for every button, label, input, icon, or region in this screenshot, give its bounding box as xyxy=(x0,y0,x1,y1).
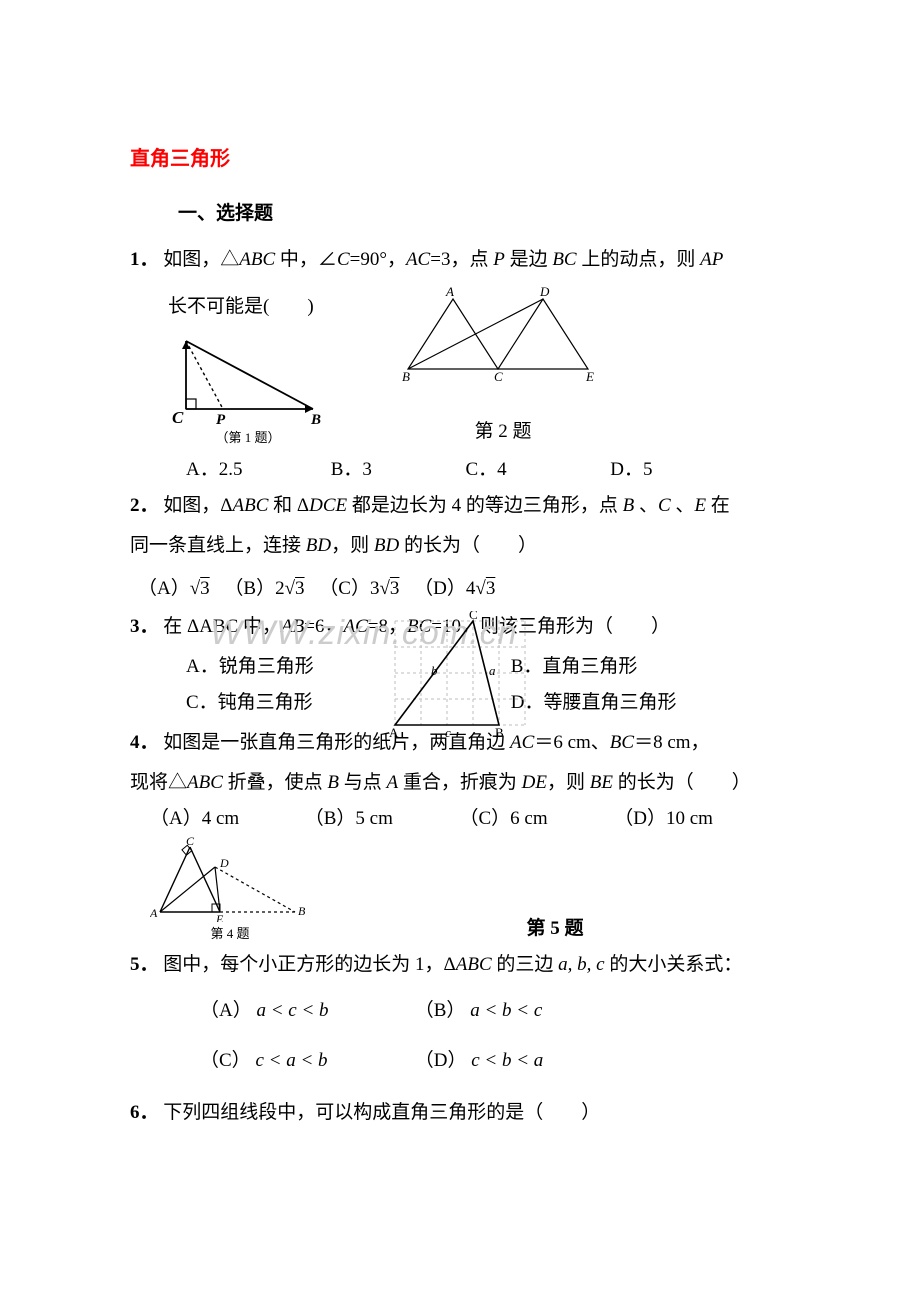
q3-block: WWW.zixin.com.cn 3． 在 ΔABC 中，AB=6，AC=8，B… xyxy=(130,609,800,721)
q5-optD: c < b < a xyxy=(471,1050,543,1071)
question-5: 5． 图中，每个小正方形的边长为 1，ΔABC 的三边 a, b, c 的大小关… xyxy=(130,947,800,983)
q2-optC: （C）3√3 xyxy=(319,578,399,599)
q2-optA: （A）√3 xyxy=(138,578,210,599)
question-2: 2． 如图，ΔABC 和 ΔDCE 都是边长为 4 的等边三角形，点 B 、C … xyxy=(130,488,800,524)
q2-options: （A）√3 （B）2√3 （C）3√3 （D）4√3 xyxy=(138,571,800,607)
q5-opts-row2: （C） c < a < b （D） c < b < a xyxy=(200,1043,800,1079)
question-1: 1． 如图，△ABC 中，∠C=90°，AC=3，点 P 是边 BC 上的动点，… xyxy=(130,242,800,278)
svg-text:B: B xyxy=(495,725,504,740)
q5-caption: 第 5 题 xyxy=(310,911,800,947)
q4-optC: （C）6 cm xyxy=(460,801,610,837)
q3-optD: D．等腰直角三角形 xyxy=(511,692,677,713)
q2-num: 2． xyxy=(130,495,159,516)
q6-num: 6． xyxy=(130,1102,159,1123)
question-6: 6． 下列四组线段中，可以构成直角三角形的是（ ） xyxy=(130,1095,800,1131)
section-heading: 一、选择题 xyxy=(178,196,800,232)
q4-figure: A C D E B 第 4 题 xyxy=(150,837,310,947)
svg-text:C: C xyxy=(469,611,478,622)
q1-figure: C P B （第 1 题） xyxy=(168,331,328,451)
q2-line2: 同一条直线上，连接 BD，则 BD 的长为（ ） xyxy=(130,528,800,564)
q4-options: （A）4 cm （B）5 cm （C）6 cm （D）10 cm xyxy=(150,801,800,837)
svg-text:E: E xyxy=(215,912,224,922)
q3-num: 3． xyxy=(130,616,159,637)
svg-text:A: A xyxy=(445,284,454,299)
svg-text:c: c xyxy=(445,725,451,740)
q1-optC: C．4 xyxy=(466,452,606,488)
q4-fig-caption: 第 4 题 xyxy=(210,922,249,947)
svg-text:a: a xyxy=(489,663,496,678)
svg-text:E: E xyxy=(585,369,594,384)
q4-num: 4． xyxy=(130,732,159,753)
svg-text:D: D xyxy=(539,284,550,299)
q3-grid-figure: A B C c a b xyxy=(385,611,535,754)
svg-text:A: A xyxy=(150,906,158,920)
q4-fig-row: A C D E B 第 4 题 第 5 题 xyxy=(150,837,800,947)
q4-svg: A C D E B xyxy=(150,837,310,922)
q5-optC: c < a < b xyxy=(255,1050,327,1071)
q5-optA: a < c < b xyxy=(256,1000,328,1021)
svg-text:B: B xyxy=(298,904,306,918)
q5-num: 5． xyxy=(130,954,159,975)
q2-figure: B C E A D 第 2 题 xyxy=(388,284,618,450)
q2-optD: （D）4√3 xyxy=(414,578,495,599)
q4-line2: 现将△ABC 折叠，使点 B 与点 A 重合，折痕为 DE，则 BE 的长为（ … xyxy=(130,765,800,801)
q4-optD: （D）10 cm xyxy=(614,808,713,829)
svg-text:b: b xyxy=(431,663,438,678)
q4-optA: （A）4 cm xyxy=(150,801,300,837)
q1-optD: D．5 xyxy=(610,452,652,488)
svg-text:C: C xyxy=(494,369,503,384)
q3-svg: A B C c a b xyxy=(385,611,535,741)
q1-optA: A．2.5 xyxy=(186,452,326,488)
q6-stem: 下列四组线段中，可以构成直角三角形的是（ ） xyxy=(163,1102,600,1123)
q2-optB: （B）2√3 xyxy=(224,578,304,599)
q1-text: 如图，△ABC 中，∠C=90°，AC=3，点 P 是边 BC 上的动点，则 A… xyxy=(163,249,723,270)
svg-text:D: D xyxy=(219,856,229,870)
q1-num: 1． xyxy=(130,249,159,270)
q2-fig-caption: 第 2 题 xyxy=(474,414,531,450)
q1-tail-col: 长不可能是( ) C P B （第 1 题） xyxy=(168,289,328,451)
q1-svg: C P B xyxy=(168,331,328,426)
svg-text:B: B xyxy=(402,369,410,384)
document-page: 直角三角形 一、选择题 1． 如图，△ABC 中，∠C=90°，AC=3，点 P… xyxy=(0,0,920,1215)
doc-title: 直角三角形 xyxy=(130,140,800,178)
svg-text:A: A xyxy=(389,725,399,740)
svg-text:B: B xyxy=(310,412,321,426)
q1-optB: B．3 xyxy=(331,452,461,488)
q5-optB: a < b < c xyxy=(470,1000,542,1021)
q1-options: A．2.5 B．3 C．4 D．5 xyxy=(186,452,800,488)
q1-fig-caption: （第 1 题） xyxy=(215,426,280,451)
q1-tail: 长不可能是( ) xyxy=(168,289,328,325)
svg-text:C: C xyxy=(186,837,195,848)
q4-optB: （B）5 cm xyxy=(305,801,455,837)
q2-svg: B C E A D xyxy=(388,284,618,384)
svg-text:C: C xyxy=(172,408,184,426)
q1-figures-row: 长不可能是( ) C P B （第 1 题） xyxy=(168,284,800,450)
svg-text:P: P xyxy=(216,412,226,426)
q5-text: 图中，每个小正方形的边长为 1，ΔABC 的三边 a, b, c 的大小关系式： xyxy=(163,954,742,975)
q2-text: 如图，ΔABC 和 ΔDCE 都是边长为 4 的等边三角形，点 B 、C 、E … xyxy=(163,495,730,516)
q5-opts-row1: （A） a < c < b （B） a < b < c xyxy=(200,993,800,1029)
